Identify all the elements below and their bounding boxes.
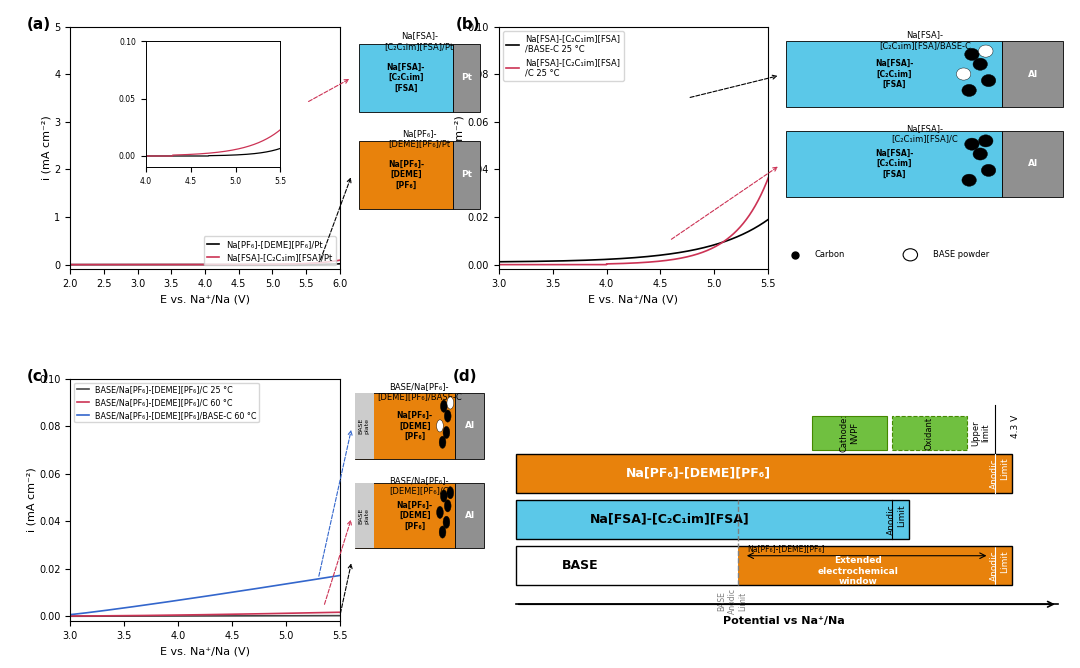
- Text: Na[PF₆]-[DEME][PF₆]: Na[PF₆]-[DEME][PF₆]: [747, 544, 824, 553]
- Bar: [516, 454, 1012, 492]
- Text: BASE/Na[PF₆]-
[DEME][PF₆]/C: BASE/Na[PF₆]- [DEME][PF₆]/C: [390, 476, 449, 495]
- X-axis label: E vs. Na⁺/Na (V): E vs. Na⁺/Na (V): [160, 295, 249, 305]
- Bar: [786, 41, 1002, 107]
- Text: Na[PF₆]-
[DEME]
[PF₆]: Na[PF₆]- [DEME] [PF₆]: [388, 160, 424, 190]
- Circle shape: [982, 75, 996, 87]
- Text: Al: Al: [1028, 69, 1038, 79]
- Bar: [516, 500, 909, 538]
- Text: Oxidant: Oxidant: [924, 417, 934, 450]
- Legend: BASE/Na[PF₆]-[DEME][PF₆]/C 25 °C, BASE/Na[PF₆]-[DEME][PF₆]/C 60 °C, BASE/Na[PF₆]: BASE/Na[PF₆]-[DEME][PF₆]/C 25 °C, BASE/N…: [75, 383, 259, 422]
- Circle shape: [436, 420, 443, 432]
- Circle shape: [443, 426, 449, 438]
- Text: BASE
plate: BASE plate: [359, 418, 369, 434]
- Text: BASE: BASE: [562, 559, 598, 572]
- Text: BASE
Anodic
Limit: BASE Anodic Limit: [718, 589, 747, 615]
- Legend: Na[PF₆]-[DEME][PF₆]/Pt, Na[FSA]-[C₂C₁im][FSA]/Pt: Na[PF₆]-[DEME][PF₆]/Pt, Na[FSA]-[C₂C₁im]…: [203, 236, 336, 265]
- Y-axis label: i (mA cm⁻²): i (mA cm⁻²): [455, 116, 464, 180]
- Text: Anodic
Limit: Anodic Limit: [990, 550, 1010, 580]
- Circle shape: [903, 248, 918, 261]
- Text: Upper
limit: Upper limit: [971, 420, 990, 446]
- Bar: [516, 546, 739, 585]
- Circle shape: [440, 526, 446, 538]
- Text: Anodic
Limit: Anodic Limit: [990, 458, 1010, 488]
- Text: BASE/Na[PF₆]-
[DEME][PF₆]/BASE-C: BASE/Na[PF₆]- [DEME][PF₆]/BASE-C: [377, 382, 461, 401]
- Text: Na[FSA]-
[C₂C₁im][FSA]/BASE-C: Na[FSA]- [C₂C₁im][FSA]/BASE-C: [879, 30, 971, 49]
- Circle shape: [957, 68, 971, 80]
- Text: Potential vs Na⁺/Na: Potential vs Na⁺/Na: [724, 617, 845, 627]
- Text: 4.3 V: 4.3 V: [1011, 414, 1020, 438]
- Text: BASE
plate: BASE plate: [359, 508, 369, 524]
- Circle shape: [443, 516, 449, 528]
- Y-axis label: i (mA cm⁻²): i (mA cm⁻²): [26, 468, 37, 532]
- Bar: [359, 43, 454, 112]
- Bar: [354, 393, 374, 459]
- X-axis label: E vs. Na⁺/Na (V): E vs. Na⁺/Na (V): [589, 295, 678, 305]
- Text: Anodic
Limit: Anodic Limit: [887, 504, 906, 534]
- Bar: [354, 483, 374, 548]
- Circle shape: [444, 410, 451, 422]
- Bar: [892, 416, 967, 450]
- Circle shape: [962, 84, 976, 96]
- Circle shape: [978, 45, 993, 57]
- Text: Na[PF₆]-
[DEME][PF₆]/Pt: Na[PF₆]- [DEME][PF₆]/Pt: [388, 129, 450, 148]
- Text: (a): (a): [27, 17, 51, 32]
- Circle shape: [440, 436, 446, 448]
- Bar: [359, 141, 454, 208]
- Text: Pt: Pt: [461, 170, 472, 179]
- Text: Pt: Pt: [461, 73, 472, 82]
- Circle shape: [978, 135, 993, 147]
- Text: Al: Al: [1028, 160, 1038, 168]
- Text: (d): (d): [453, 369, 477, 384]
- Text: Carbon: Carbon: [815, 250, 846, 259]
- Text: Na[FSA]-
[C₂C₁im]
[FSA]: Na[FSA]- [C₂C₁im] [FSA]: [875, 59, 914, 89]
- Circle shape: [441, 490, 447, 502]
- Circle shape: [447, 487, 454, 499]
- Text: Cathode:
NVPF: Cathode: NVPF: [840, 414, 860, 452]
- Bar: [739, 546, 1012, 585]
- Circle shape: [964, 48, 980, 60]
- Circle shape: [444, 500, 451, 512]
- Circle shape: [962, 174, 976, 186]
- Bar: [354, 483, 456, 548]
- Text: (c): (c): [27, 369, 50, 384]
- Bar: [454, 43, 480, 112]
- Text: (b): (b): [456, 17, 481, 32]
- Text: Na[FSA]-
[C₂C₁im][FSA]/Pt: Na[FSA]- [C₂C₁im][FSA]/Pt: [384, 31, 454, 51]
- Text: Na[PF₆]-[DEME][PF₆]: Na[PF₆]-[DEME][PF₆]: [625, 467, 771, 480]
- Y-axis label: i (mA cm⁻²): i (mA cm⁻²): [41, 116, 52, 180]
- Circle shape: [447, 397, 454, 409]
- Legend: Na[FSA]-[C₂C₁im][FSA]
/BASE-C 25 °C, Na[FSA]-[C₂C₁im][FSA]
/C 25 °C: Na[FSA]-[C₂C₁im][FSA] /BASE-C 25 °C, Na[…: [503, 31, 623, 81]
- Text: Al: Al: [464, 511, 475, 520]
- Bar: [812, 416, 887, 450]
- Circle shape: [441, 400, 447, 412]
- Bar: [786, 131, 1002, 196]
- Circle shape: [973, 58, 987, 70]
- Bar: [456, 393, 484, 459]
- Circle shape: [964, 138, 980, 150]
- Bar: [1002, 131, 1064, 196]
- Bar: [516, 546, 1012, 585]
- Text: Na[FSA]-
[C₂C₁im][FSA]/C: Na[FSA]- [C₂C₁im][FSA]/C: [891, 124, 958, 143]
- Circle shape: [982, 164, 996, 176]
- Bar: [1002, 41, 1064, 107]
- Bar: [354, 393, 456, 459]
- Text: Na[FSA]-
[C₂C₁im]
[FSA]: Na[FSA]- [C₂C₁im] [FSA]: [387, 63, 426, 93]
- Text: Na[FSA]-[C₂C₁im][FSA]: Na[FSA]-[C₂C₁im][FSA]: [590, 513, 750, 526]
- Text: Na[PF₆]-
[DEME]
[PF₆]: Na[PF₆]- [DEME] [PF₆]: [396, 411, 433, 441]
- Bar: [456, 483, 484, 548]
- Circle shape: [973, 148, 987, 160]
- X-axis label: E vs. Na⁺/Na (V): E vs. Na⁺/Na (V): [160, 647, 249, 657]
- Text: BASE powder: BASE powder: [933, 250, 989, 259]
- Text: Na[FSA]-
[C₂C₁im]
[FSA]: Na[FSA]- [C₂C₁im] [FSA]: [875, 149, 914, 179]
- Circle shape: [436, 506, 443, 518]
- Text: Al: Al: [464, 422, 475, 430]
- Text: Extended
electrochemical
window: Extended electrochemical window: [818, 556, 899, 586]
- Text: Na[PF₆]-
[DEME]
[PF₆]: Na[PF₆]- [DEME] [PF₆]: [396, 501, 433, 530]
- Bar: [454, 141, 480, 208]
